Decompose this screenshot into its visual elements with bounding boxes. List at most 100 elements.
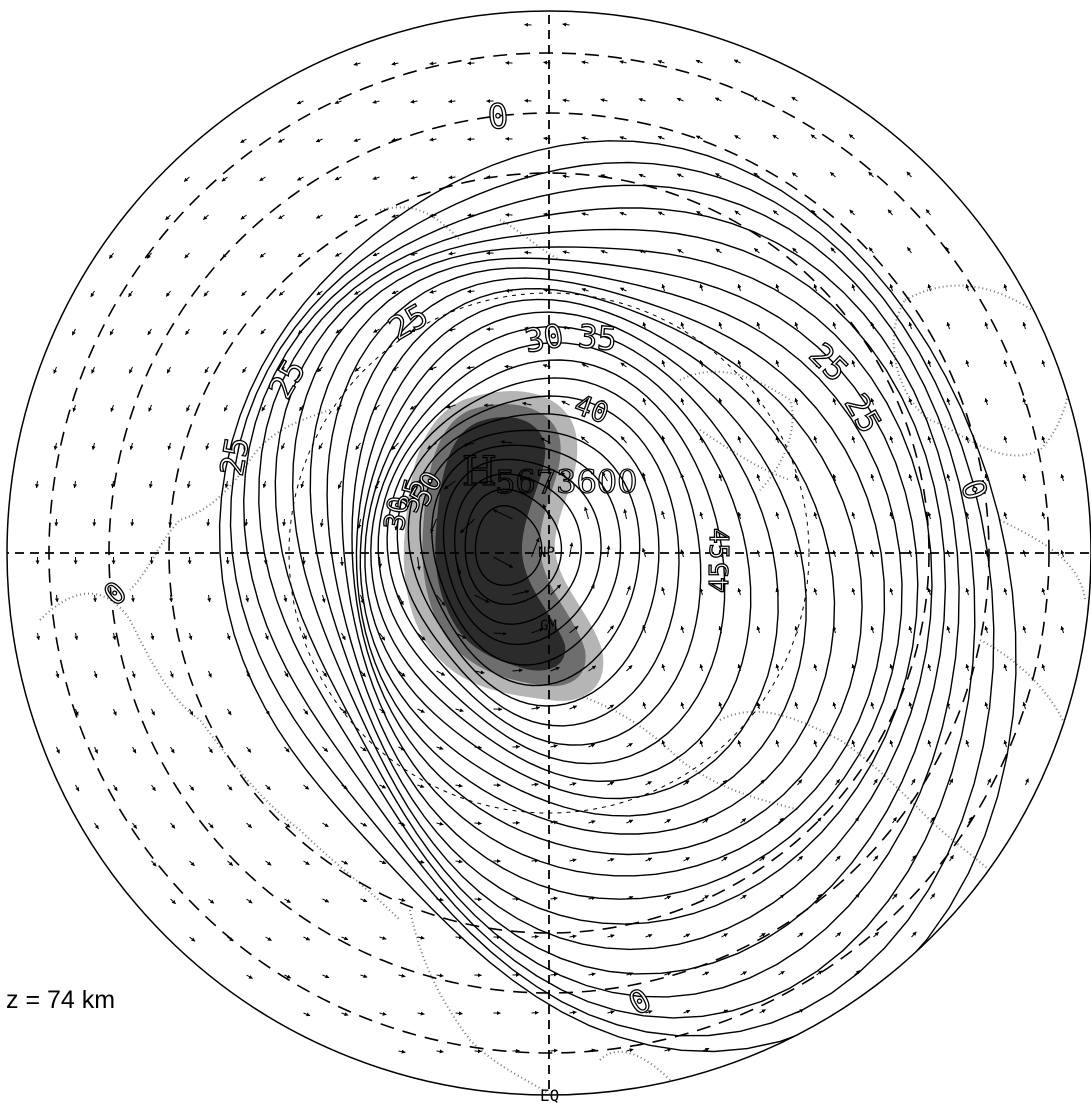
wind-arrow xyxy=(455,556,462,575)
wind-arrow xyxy=(626,665,633,672)
wind-arrow xyxy=(165,290,171,297)
wind-arrow xyxy=(284,670,289,678)
wind-arrow xyxy=(284,898,291,904)
wind-arrow xyxy=(737,283,742,292)
wind-arrow xyxy=(467,289,475,294)
wind-arrow xyxy=(889,739,894,748)
streamline xyxy=(242,184,976,1019)
wind-arrow xyxy=(410,251,418,256)
wind-arrow xyxy=(664,1048,672,1052)
wind-arrow xyxy=(851,587,856,596)
wind-arrow xyxy=(849,209,855,216)
wind-arrow xyxy=(226,632,231,641)
wind-arrow xyxy=(322,670,328,678)
wind-arrow xyxy=(223,404,228,412)
wind-arrow xyxy=(429,289,437,294)
wind-arrow xyxy=(94,822,99,830)
streamline xyxy=(364,326,779,800)
wind-arrow xyxy=(354,366,361,372)
wind-arrow xyxy=(619,60,627,65)
wind-arrow xyxy=(778,817,784,824)
wind-arrow xyxy=(151,860,157,867)
wind-arrow xyxy=(930,816,935,824)
wind-arrow xyxy=(550,1048,558,1053)
wind-arrow xyxy=(873,778,878,786)
wind-arrow xyxy=(337,480,342,489)
wind-arrow xyxy=(297,328,304,335)
wind-arrow xyxy=(641,547,646,558)
wind-arrow xyxy=(642,624,647,634)
wind-arrow xyxy=(283,594,288,603)
wind-arrow xyxy=(410,99,418,104)
wind-arrow xyxy=(854,970,861,976)
wind-arrow xyxy=(562,326,570,330)
wind-arrow xyxy=(298,404,304,412)
wind-arrow xyxy=(1041,359,1046,368)
wind-arrow xyxy=(436,594,446,606)
wind-arrow xyxy=(756,321,761,330)
wind-arrow xyxy=(661,283,666,292)
wind-arrow xyxy=(562,22,570,27)
wind-arrow xyxy=(813,739,818,748)
wind-arrow xyxy=(965,587,970,596)
wind-arrow xyxy=(341,860,349,865)
wind-arrow xyxy=(170,746,175,754)
wind-arrow xyxy=(581,287,589,292)
wind-arrow xyxy=(906,246,912,254)
wind-arrow xyxy=(455,783,463,788)
wind-arrow xyxy=(446,404,456,409)
wind-arrow xyxy=(892,816,897,824)
wind-arrow xyxy=(455,859,463,864)
wind-arrow xyxy=(797,779,803,786)
wind-arrow xyxy=(417,859,425,864)
wind-arrow xyxy=(204,366,209,374)
wind-arrow xyxy=(1003,663,1008,672)
wind-arrow xyxy=(1060,473,1065,482)
streamline xyxy=(407,413,660,707)
wind-arrow xyxy=(1003,359,1008,368)
wind-arrow xyxy=(984,473,989,482)
wind-arrow xyxy=(965,663,970,672)
wind-arrow xyxy=(436,897,444,902)
wind-arrow xyxy=(718,625,723,634)
wind-arrow xyxy=(699,283,704,292)
wind-arrow xyxy=(90,290,95,298)
wind-arrow xyxy=(265,708,270,716)
wind-arrow xyxy=(911,931,917,938)
wind-arrow xyxy=(189,784,195,791)
wind-arrow xyxy=(522,401,532,406)
wind-arrow xyxy=(303,860,310,866)
wind-arrow xyxy=(335,328,342,334)
wind-arrow xyxy=(240,138,247,144)
wind-arrow xyxy=(341,936,349,941)
wind-arrow xyxy=(448,99,456,104)
wind-arrow xyxy=(336,404,342,411)
wind-arrow xyxy=(281,442,285,450)
wind-arrow xyxy=(987,778,992,786)
wind-arrow xyxy=(737,663,742,672)
wind-arrow xyxy=(661,359,666,368)
wind-arrow xyxy=(661,586,666,596)
wind-arrow xyxy=(965,511,970,520)
wind-arrow xyxy=(398,670,406,677)
wind-arrow xyxy=(927,739,932,748)
wind-arrow xyxy=(1041,511,1046,520)
wind-arrow xyxy=(443,480,456,490)
wind-arrow xyxy=(1003,587,1008,596)
wind-arrow xyxy=(341,632,346,641)
wind-arrow xyxy=(588,820,596,824)
wind-arrow xyxy=(504,364,513,369)
wind-arrow xyxy=(112,708,117,716)
wind-arrow xyxy=(417,935,425,940)
wind-arrow xyxy=(759,779,765,786)
wind-arrow xyxy=(851,739,856,748)
wind-arrow xyxy=(714,97,722,102)
wind-arrow xyxy=(889,511,894,520)
wind-arrow xyxy=(607,781,615,786)
wind-arrow xyxy=(165,214,171,221)
wind-arrow xyxy=(166,366,171,374)
wind-arrow xyxy=(580,436,589,444)
wind-arrow xyxy=(321,594,326,603)
wind-vectors xyxy=(35,22,1065,1054)
